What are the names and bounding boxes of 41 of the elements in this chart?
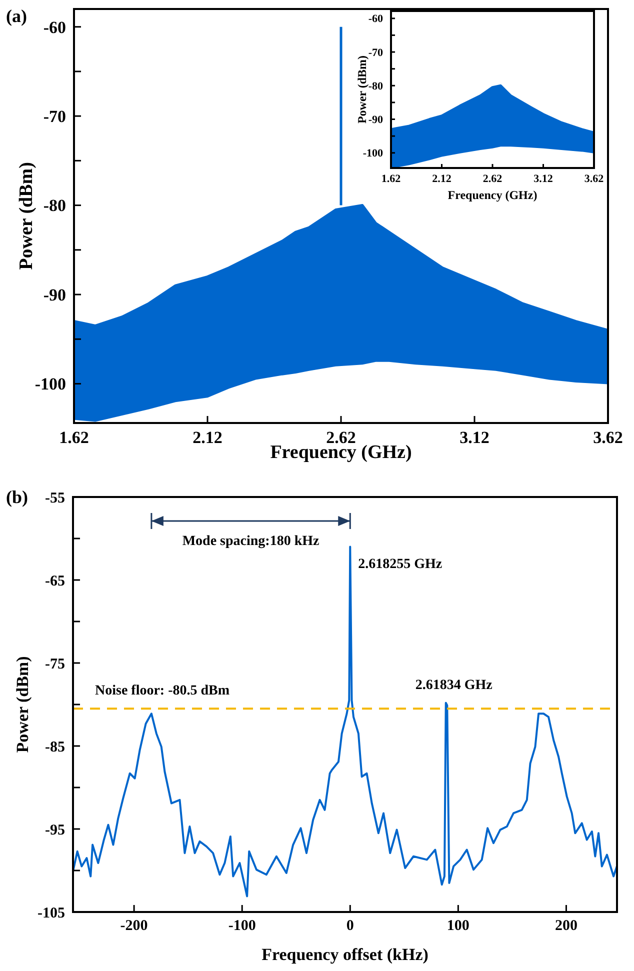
x-tick-label: 2.12	[192, 428, 222, 447]
x-tick-label: 0	[346, 918, 354, 934]
y-tick-label: -70	[368, 46, 384, 59]
text: (b)	[6, 487, 28, 507]
y-tick-label: -100	[362, 148, 384, 160]
x-tick-label: -200	[120, 918, 148, 934]
annotation: 2.61834 GHz	[415, 678, 492, 693]
x-axis-title: Frequency offset (kHz)	[262, 945, 428, 964]
x-tick-label: 3.12	[534, 173, 554, 185]
x-tick-label: 1.62	[381, 173, 402, 185]
x-tick-label: 2.12	[432, 173, 452, 185]
y-tick-label: -60	[43, 18, 66, 37]
y-axis-title: Power (dBm)	[16, 162, 37, 270]
y-axis-title: Power (dBm)	[355, 55, 369, 124]
x-tick-label: 3.62	[593, 428, 623, 447]
x-tick-label: 3.62	[584, 173, 604, 185]
y-tick-label: -65	[45, 573, 65, 590]
x-tick-label: 3.12	[460, 428, 490, 447]
x-tick-label: 1.62	[59, 428, 89, 447]
annotation: 2.618255 GHz	[358, 556, 442, 572]
y-tick-label: -75	[45, 656, 65, 672]
ref-line-label: Noise floor: -80.5 dBm	[95, 684, 230, 699]
y-tick-label: -80	[368, 80, 384, 92]
annotation: Mode spacing:180 kHz	[182, 534, 320, 549]
x-tick-label: 200	[554, 918, 578, 934]
y-tick-label: -105	[38, 905, 65, 922]
x-axis-title: Frequency (GHz)	[448, 188, 538, 202]
y-tick-label: -70	[43, 107, 66, 126]
y-tick-label: -85	[45, 739, 65, 756]
y-tick-label: -80	[43, 196, 66, 216]
x-tick-label: 100	[446, 918, 470, 934]
y-tick-label: -100	[34, 374, 66, 394]
y-tick-label: -95	[45, 822, 65, 838]
x-tick-label: -100	[228, 918, 256, 934]
y-tick-label: -90	[43, 285, 66, 304]
text: (a)	[6, 6, 27, 26]
x-tick-label: 2.62	[482, 173, 503, 185]
y-tick-label: -90	[368, 114, 384, 126]
y-tick-label: -60	[368, 13, 384, 26]
y-tick-label: -55	[45, 490, 65, 506]
y-axis-title: Power (dBm)	[13, 656, 32, 753]
